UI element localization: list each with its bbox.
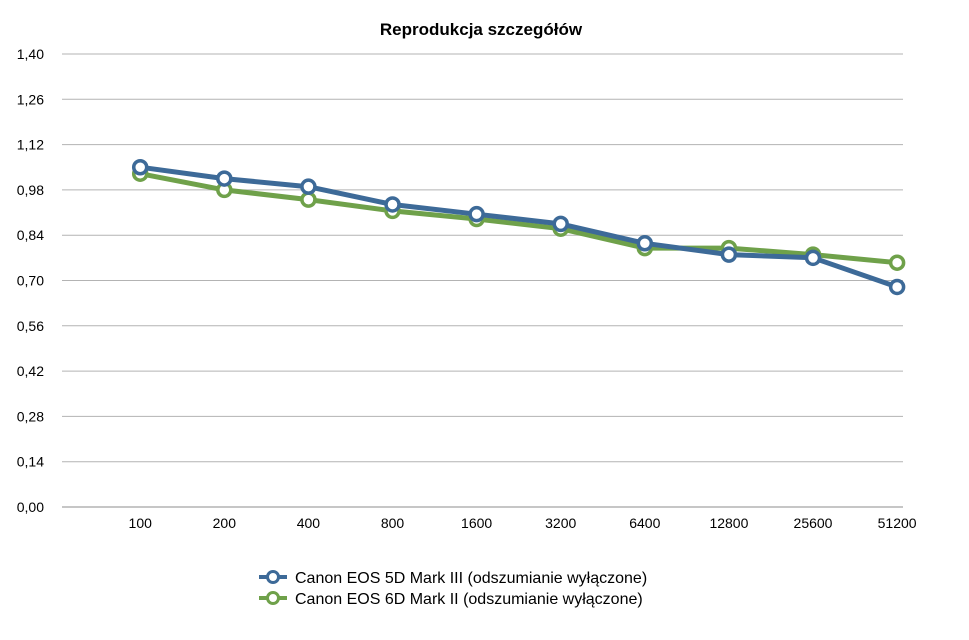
- data-point: [804, 249, 822, 267]
- y-tick-label: 0,00: [17, 499, 44, 515]
- data-point: [720, 246, 738, 263]
- y-axis-ticks: 0,00 0,14 0,28 0,42 0,56 0,70 0,84 0,98 1,12 1,26…: [17, 46, 44, 515]
- y-tick-label: 0,98: [17, 182, 44, 198]
- y-tick-label: 0,14: [17, 454, 44, 470]
- y-tick-label: 0,84: [17, 227, 44, 243]
- series-1: [131, 159, 906, 296]
- y-tick-label: 0,70: [17, 273, 44, 289]
- legend-label: Canon EOS 5D Mark III (odszumianie wyłąc…: [295, 570, 647, 587]
- x-tick-label: 400: [297, 515, 321, 531]
- data-point: [384, 196, 401, 213]
- legend-label: Canon EOS 6D Mark II (odszumianie wyłącz…: [295, 591, 643, 608]
- chart-title: Reprodukcja szczegółów: [380, 20, 583, 39]
- data-point: [888, 278, 906, 296]
- legend-point-marker: [266, 570, 280, 584]
- data-point: [468, 205, 485, 223]
- legend-point-marker: [266, 591, 280, 605]
- y-tick-label: 0,28: [17, 408, 44, 424]
- data-point: [300, 191, 317, 208]
- y-tick-label: 1,40: [17, 46, 44, 62]
- x-tick-label: 51200: [878, 515, 917, 531]
- data-point: [131, 159, 149, 176]
- x-tick-label: 100: [129, 515, 153, 531]
- y-tick-label: 0,56: [17, 318, 44, 334]
- data-point: [216, 170, 233, 187]
- data-point: [636, 235, 654, 252]
- y-tick-label: 0,42: [17, 363, 44, 379]
- x-tick-label: 800: [381, 515, 405, 531]
- legend: Canon EOS 5D Mark III (odszumianie wyłąc…: [259, 570, 647, 608]
- x-tick-label: 200: [213, 515, 237, 531]
- grid-lines: [62, 53, 903, 508]
- x-tick-label: 6400: [629, 515, 660, 531]
- x-tick-label: 1600: [461, 515, 492, 531]
- y-tick-label: 1,26: [17, 91, 44, 107]
- data-point: [300, 178, 317, 195]
- series-line: [137, 164, 900, 290]
- x-tick-label: 3200: [545, 515, 576, 531]
- legend-item: Canon EOS 5D Mark III (odszumianie wyłąc…: [259, 570, 647, 587]
- series-layer: [131, 159, 906, 296]
- data-point: [552, 215, 569, 233]
- legend-item: Canon EOS 6D Mark II (odszumianie wyłącz…: [259, 591, 643, 608]
- data-point: [888, 254, 906, 271]
- series-line: [137, 171, 900, 266]
- x-axis-ticks: 100 200 400 800 1600 3200 6400 12800 25600 51200: [129, 515, 917, 531]
- y-tick-label: 1,12: [17, 137, 44, 153]
- x-tick-label: 25600: [794, 515, 833, 531]
- x-tick-label: 12800: [709, 515, 748, 531]
